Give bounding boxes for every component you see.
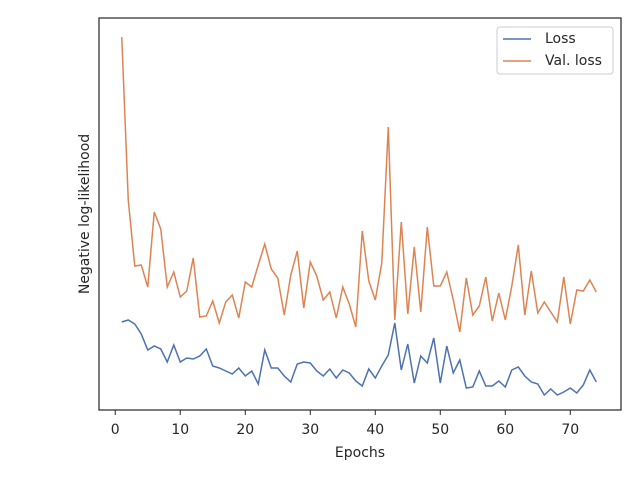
x-tick-label: 0 <box>111 422 120 438</box>
y-axis-label: Negative log-likelihood <box>77 134 93 294</box>
x-tick-label: 70 <box>561 422 579 438</box>
x-tick-label: 10 <box>171 422 189 438</box>
legend-label: Loss <box>545 31 576 47</box>
x-tick-label: 40 <box>366 422 384 438</box>
line-series <box>121 36 597 333</box>
x-tick-label: 20 <box>236 422 254 438</box>
x-axis-label: Epochs <box>335 445 385 461</box>
line-series <box>121 319 597 397</box>
axes-frame <box>98 17 622 411</box>
x-tick-label: 60 <box>496 422 514 438</box>
x-tick-label: 50 <box>431 422 449 438</box>
x-tick-label: 30 <box>301 422 319 438</box>
legend-label: Val. loss <box>545 53 602 69</box>
